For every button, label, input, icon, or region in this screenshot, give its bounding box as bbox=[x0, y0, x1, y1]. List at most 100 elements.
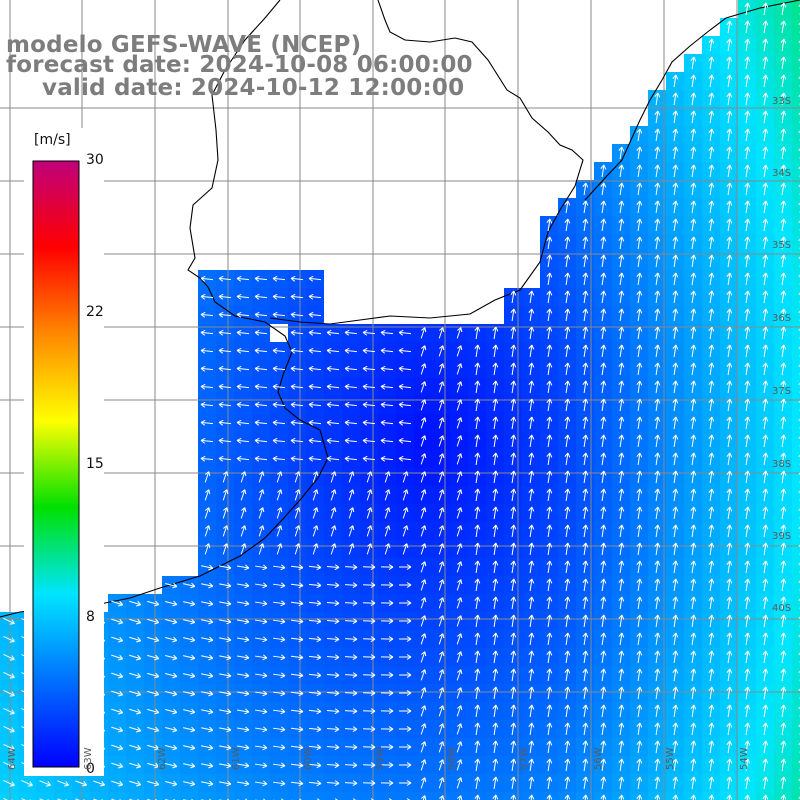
wind-arrow-head bbox=[200, 455, 206, 462]
wind-arrow bbox=[344, 349, 358, 353]
wind-arrow-head bbox=[546, 344, 553, 350]
wind-arrow bbox=[745, 326, 749, 340]
wind-arrow bbox=[438, 381, 444, 393]
wind-arrow-head bbox=[672, 128, 679, 134]
wind-arrow-head bbox=[510, 344, 517, 350]
wind-arrow-head bbox=[474, 506, 481, 512]
wind-arrow-head bbox=[636, 452, 643, 458]
wind-arrow-head bbox=[744, 20, 751, 26]
wind-arrow bbox=[727, 308, 731, 322]
wind-arrow-head bbox=[762, 506, 769, 512]
wind-arrow-head bbox=[636, 470, 643, 476]
wind-arrow bbox=[745, 290, 749, 304]
wind-arrow-head bbox=[690, 506, 697, 512]
wind-arrow-head bbox=[564, 416, 571, 422]
wind-arrow-head bbox=[762, 146, 769, 152]
wind-arrow-head bbox=[492, 344, 499, 350]
wind-arrow bbox=[384, 507, 390, 519]
wind-arrow-head bbox=[672, 182, 679, 188]
wind-arrow-head bbox=[510, 380, 517, 386]
wind-arrow-head bbox=[726, 128, 733, 134]
wind-arrow-head bbox=[744, 290, 751, 296]
wind-arrow-head bbox=[654, 272, 661, 278]
wind-arrow-head bbox=[726, 452, 733, 458]
wind-arrow-head bbox=[308, 311, 314, 318]
wind-arrow-head bbox=[762, 164, 769, 170]
wind-arrow bbox=[362, 331, 376, 335]
wind-arrow-head bbox=[780, 56, 787, 62]
wind-arrow-head bbox=[254, 293, 260, 300]
wind-arrow-head bbox=[744, 38, 751, 44]
wind-arrow bbox=[240, 507, 246, 519]
wind-arrow bbox=[745, 272, 749, 286]
wind-arrow bbox=[691, 200, 695, 214]
wind-arrow bbox=[565, 290, 569, 304]
wind-arrow bbox=[308, 439, 322, 443]
wind-arrow-head bbox=[690, 56, 697, 62]
wind-arrow-head bbox=[762, 524, 769, 530]
wind-arrow-head bbox=[546, 380, 553, 386]
wind-arrow bbox=[583, 344, 587, 358]
wind-arrow-head bbox=[618, 218, 625, 224]
wind-arrow bbox=[547, 506, 551, 520]
wind-arrow-head bbox=[726, 110, 733, 116]
wind-arrow bbox=[254, 421, 268, 425]
wind-arrow bbox=[236, 439, 250, 443]
wind-arrow bbox=[475, 470, 479, 484]
wind-arrow bbox=[565, 254, 569, 268]
wind-arrow-head bbox=[762, 452, 769, 458]
wind-cell bbox=[792, 0, 800, 18]
wind-arrow bbox=[456, 525, 462, 537]
wind-arrow bbox=[344, 764, 358, 766]
wind-arrow-head bbox=[726, 20, 733, 26]
wind-arrow bbox=[218, 439, 232, 443]
wind-arrow bbox=[763, 182, 767, 196]
wind-arrow bbox=[691, 398, 695, 412]
wind-cell bbox=[216, 792, 234, 800]
wind-arrow bbox=[529, 452, 533, 466]
wind-arrow bbox=[380, 421, 394, 425]
wind-cell bbox=[792, 126, 800, 144]
wind-arrow bbox=[601, 470, 605, 484]
wind-arrow-head bbox=[726, 398, 733, 404]
wind-arrow bbox=[727, 236, 731, 250]
wind-arrow bbox=[637, 380, 641, 394]
wind-arrow bbox=[637, 254, 641, 268]
wind-arrow bbox=[547, 524, 551, 538]
wind-arrow bbox=[420, 489, 426, 501]
wind-arrow bbox=[565, 398, 569, 412]
wind-arrow bbox=[565, 236, 569, 250]
wind-arrow bbox=[673, 146, 677, 160]
wind-arrow bbox=[200, 295, 214, 299]
wind-cell bbox=[792, 72, 800, 90]
wind-arrow bbox=[272, 457, 286, 461]
wind-arrow bbox=[326, 331, 340, 335]
wind-arrow-head bbox=[780, 290, 787, 296]
wind-cell bbox=[792, 774, 800, 792]
wind-arrow bbox=[727, 56, 731, 70]
wind-arrow bbox=[691, 452, 695, 466]
wind-arrow-head bbox=[780, 200, 787, 206]
wind-arrow bbox=[691, 218, 695, 232]
wind-arrow bbox=[727, 92, 731, 106]
wind-arrow-head bbox=[439, 543, 445, 549]
wind-arrow bbox=[781, 398, 785, 412]
wind-arrow-head bbox=[672, 236, 679, 242]
wind-arrow bbox=[781, 470, 785, 484]
wind-arrow-head bbox=[290, 455, 296, 462]
wind-arrow-head bbox=[439, 345, 445, 351]
wind-arrow-head bbox=[654, 380, 661, 386]
wind-arrow-head bbox=[744, 452, 751, 458]
wind-cell bbox=[792, 486, 800, 504]
wind-arrow bbox=[745, 470, 749, 484]
wind-arrow bbox=[330, 489, 336, 501]
wind-arrow-head bbox=[798, 238, 800, 241]
wind-arrow bbox=[583, 542, 587, 556]
wind-arrow bbox=[727, 182, 731, 196]
wind-arrow bbox=[619, 272, 623, 286]
wind-arrow-head bbox=[708, 362, 715, 368]
wind-arrow bbox=[493, 524, 497, 538]
wind-arrow-head bbox=[780, 488, 787, 494]
